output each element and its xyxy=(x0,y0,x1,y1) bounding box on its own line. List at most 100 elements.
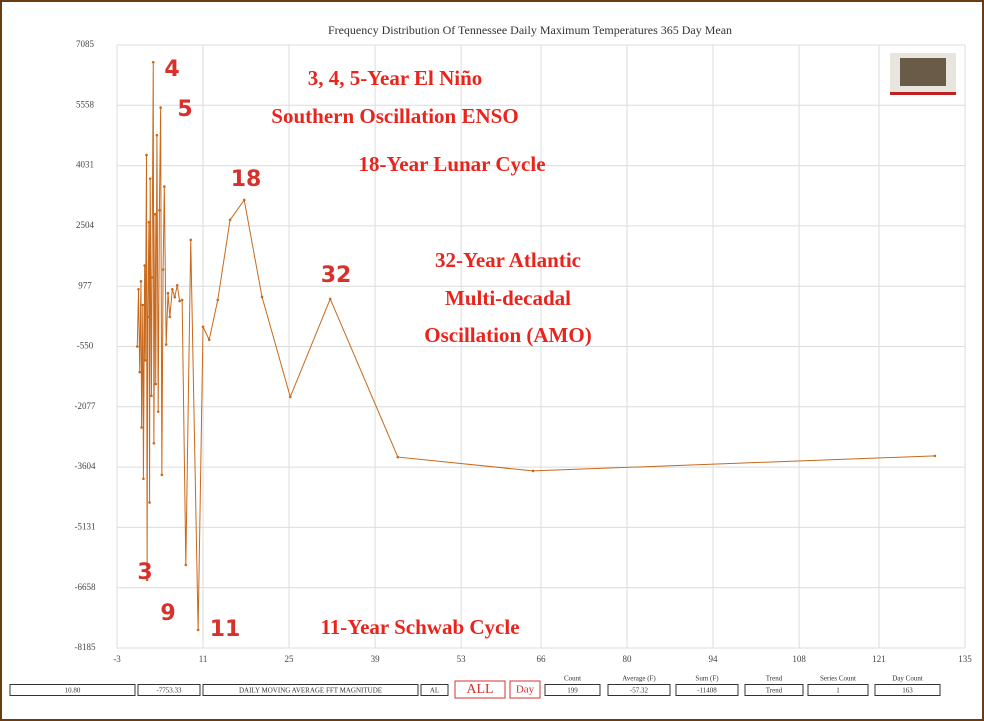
data-point xyxy=(171,288,174,291)
x-tick-label: 94 xyxy=(709,654,719,664)
data-point xyxy=(148,221,151,224)
data-point xyxy=(159,106,162,109)
screen: Frequency Distribution Of Tennessee Dail… xyxy=(0,0,984,721)
annotation: Southern Oscillation ENSO xyxy=(271,104,518,128)
data-point xyxy=(165,343,168,346)
stat-value: -57.32 xyxy=(630,687,649,695)
x-tick-label: 53 xyxy=(457,654,467,664)
data-point xyxy=(156,134,159,137)
y-tick-label: -8185 xyxy=(75,642,96,652)
data-point xyxy=(152,61,155,64)
annotation: 32-Year Atlantic xyxy=(435,248,581,272)
data-point xyxy=(202,325,205,328)
annotation: 18-Year Lunar Cycle xyxy=(358,152,545,176)
y-tick-label: -550 xyxy=(77,341,94,351)
y-tick-label: -6658 xyxy=(75,582,96,592)
y-tick-label: -2077 xyxy=(75,401,96,411)
x-tick-label: 11 xyxy=(199,654,208,664)
annotation: Multi-decadal xyxy=(445,286,571,310)
x-tick-label: 66 xyxy=(537,654,547,664)
data-point xyxy=(142,477,145,480)
stat-value: -11408 xyxy=(697,687,717,695)
data-point xyxy=(934,455,937,458)
data-point xyxy=(136,345,139,348)
stat-label: Count xyxy=(564,675,581,683)
data-point xyxy=(151,276,154,279)
field: -7753.33 xyxy=(156,687,182,695)
data-point xyxy=(146,316,149,319)
data-point xyxy=(140,280,143,283)
data-point xyxy=(161,474,164,477)
data-point xyxy=(137,288,140,291)
data-point xyxy=(138,371,141,374)
y-tick-label: -5131 xyxy=(75,521,96,531)
annotation: 32 xyxy=(321,263,352,288)
data-point xyxy=(149,177,152,180)
logo-caption xyxy=(890,92,956,95)
annotation: 3, 4, 5-Year El Niño xyxy=(308,66,483,90)
y-tick-label: 4031 xyxy=(76,160,94,170)
annotation: 4 xyxy=(164,57,179,82)
button-label[interactable]: Day xyxy=(516,684,535,696)
y-tick-label: 977 xyxy=(78,280,92,290)
stat-label: Average (F) xyxy=(622,675,656,683)
data-point xyxy=(243,199,246,202)
data-point xyxy=(142,304,145,307)
x-tick-label: 121 xyxy=(872,654,886,664)
data-point xyxy=(140,426,143,429)
x-tick-label: 108 xyxy=(792,654,806,664)
data-point xyxy=(178,300,181,303)
data-point xyxy=(169,316,172,319)
data-point xyxy=(208,338,211,341)
data-point xyxy=(153,442,156,445)
y-tick-label: 5558 xyxy=(76,99,95,109)
data-point xyxy=(229,219,232,222)
data-point xyxy=(181,299,184,302)
stat-label: Day Count xyxy=(892,675,923,683)
data-point xyxy=(173,296,176,299)
y-tick-label: -3604 xyxy=(75,461,96,471)
data-point xyxy=(158,209,161,212)
data-point xyxy=(154,213,157,216)
annotation: 18 xyxy=(231,167,262,192)
x-tick-label: 80 xyxy=(623,654,633,664)
data-point xyxy=(162,268,165,271)
data-point xyxy=(189,239,192,242)
button-label[interactable]: ALL xyxy=(466,682,493,697)
stat-value: Trend xyxy=(766,687,783,695)
data-point xyxy=(289,396,292,399)
field: DAILY MOVING AVERAGE FFT MAGNITUDE xyxy=(239,687,382,695)
x-tick-label: 39 xyxy=(371,654,381,664)
data-point xyxy=(143,264,146,267)
data-point xyxy=(145,154,148,157)
field: 10.80 xyxy=(65,687,81,695)
stat-label: Series Count xyxy=(820,675,856,683)
data-point xyxy=(261,296,264,299)
x-tick-label: -3 xyxy=(113,654,121,664)
annotation: 9 xyxy=(160,601,175,626)
data-point xyxy=(148,501,151,504)
data-point xyxy=(216,299,219,302)
x-tick-label: 135 xyxy=(958,654,972,664)
data-point xyxy=(176,284,179,287)
annotation: 11-Year Schwab Cycle xyxy=(320,615,519,639)
data-point xyxy=(150,395,153,398)
logo xyxy=(890,53,956,95)
y-tick-label: 2504 xyxy=(76,220,95,230)
y-tick-label: 7085 xyxy=(76,39,95,49)
data-point xyxy=(532,470,535,473)
data-point xyxy=(144,359,147,362)
data-point xyxy=(163,185,166,188)
data-point xyxy=(197,629,200,632)
data-point xyxy=(329,298,332,301)
data-point xyxy=(157,410,160,413)
logo-photo xyxy=(900,58,946,86)
stat-label: Trend xyxy=(766,675,783,683)
annotation: Oscillation (AMO) xyxy=(424,323,591,347)
chart-title: Frequency Distribution Of Tennessee Dail… xyxy=(328,23,732,37)
data-point xyxy=(185,564,188,567)
stat-label: Sum (F) xyxy=(695,675,719,683)
data-point xyxy=(397,456,400,459)
data-point xyxy=(154,383,157,386)
annotation: 5 xyxy=(177,97,192,122)
